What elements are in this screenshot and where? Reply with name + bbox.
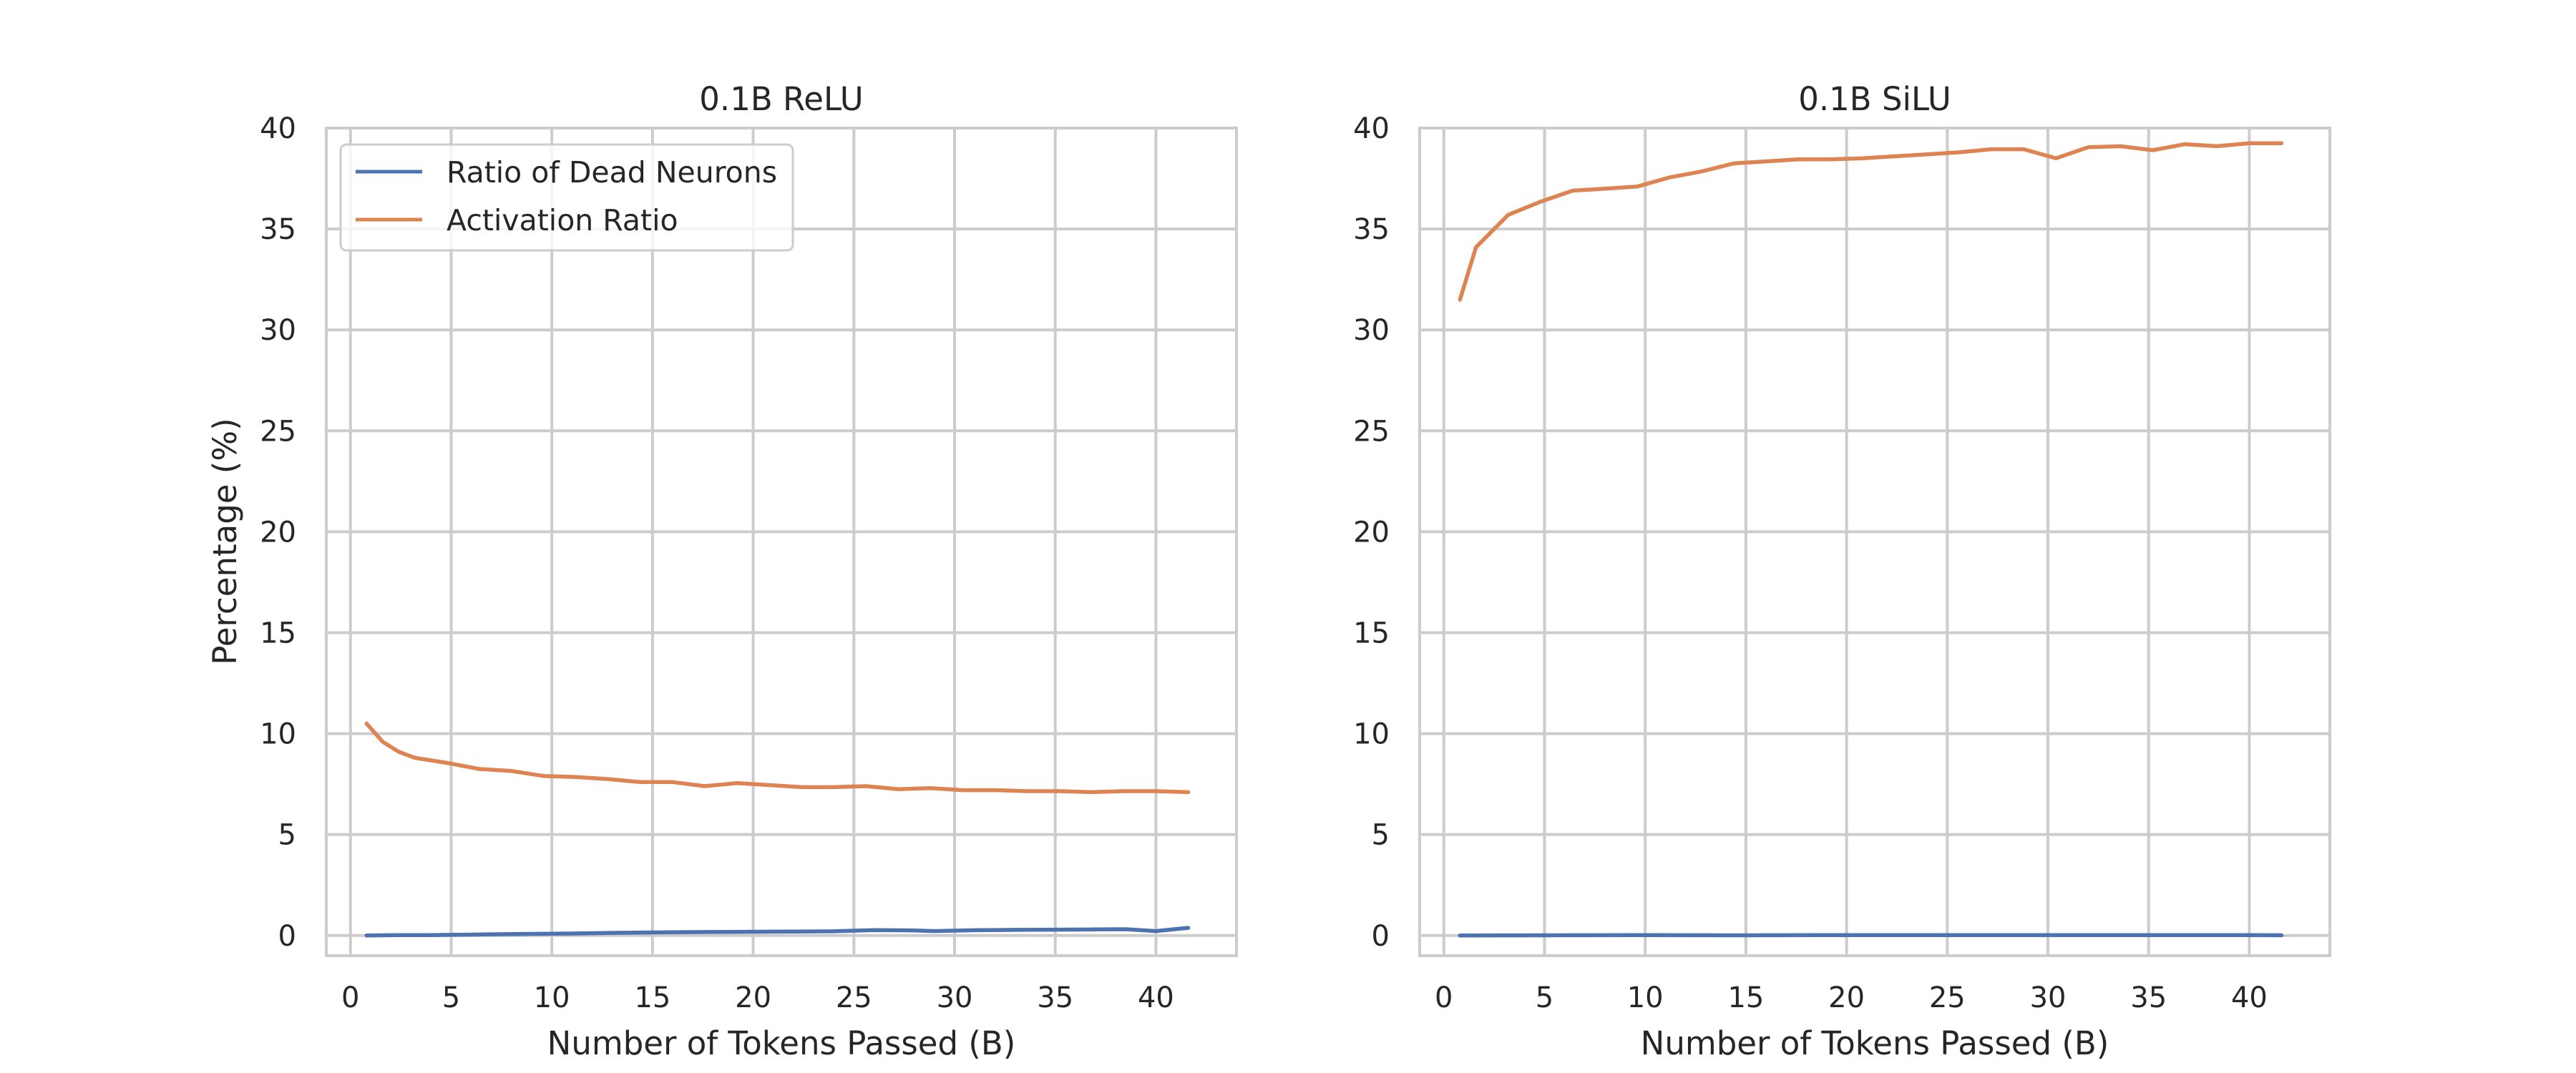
panel-relu-x-tick-label: 40: [1138, 981, 1174, 1014]
panel-silu-yticks: 0 5 10 15 20 25 30 35 40: [1353, 112, 1390, 953]
panel-relu-series-ratio-of-dead-neurons: [364, 926, 1191, 938]
panel-relu-x-tick-label: 0: [341, 981, 359, 1014]
legend-label-activation-ratio: Activation Ratio: [447, 203, 678, 237]
panel-silu-x-tick-label: 5: [1536, 981, 1553, 1014]
panel-relu-y-tick-label: 35: [260, 213, 296, 246]
panel-silu-title: 0.1B SiLU: [1798, 80, 1951, 118]
panel-relu-title: 0.1B ReLU: [699, 80, 863, 118]
panel-relu-y-tick-label: 0: [278, 920, 296, 953]
panel-silu-y-tick-label: 20: [1353, 516, 1390, 549]
legend: Ratio of Dead Neurons Activation Ratio: [339, 143, 794, 252]
panel-silu-frame: [1418, 127, 2331, 957]
panel-relu-y-tick-label: 30: [260, 314, 296, 347]
panel-silu-y-tick-label: 15: [1353, 617, 1390, 650]
panel-relu-frame: [325, 127, 1238, 957]
panel-relu-x-tick-label: 30: [937, 981, 973, 1014]
panel-silu: 0 5 10 15 20 25 30 35 40 0 5 10 15 20 25 30 35 40 0.1B S…: [1353, 80, 2331, 1062]
panel-relu-series-activation-ratio: [364, 721, 1191, 795]
panel-relu-y-tick-label: 20: [260, 516, 296, 549]
panel-silu-x-tick-label: 25: [1929, 981, 1966, 1014]
panel-silu-x-axis-label: Number of Tokens Passed (B): [1641, 1024, 2109, 1062]
panel-relu-x-axis-label: Number of Tokens Passed (B): [547, 1024, 1016, 1062]
panel-silu-xticks: 0 5 10 15 20 25 30 35 40: [1435, 981, 2268, 1014]
panel-silu-y-tick-label: 35: [1353, 213, 1390, 246]
panel-relu-series: [364, 721, 1191, 938]
panel-silu-y-tick-label: 5: [1372, 819, 1390, 852]
panel-silu-x-tick-label: 40: [2231, 981, 2268, 1014]
panel-silu-y-tick-label: 30: [1353, 314, 1390, 347]
panel-silu-x-tick-label: 0: [1435, 981, 1453, 1014]
panel-relu-y-axis-label: Percentage (%): [206, 418, 244, 665]
panel-relu: 0 5 10 15 20 25 30 35 40 0 5 10 15 20 25 30 35 40 0.1B R…: [206, 80, 1238, 1062]
panel-relu-x-tick-label: 5: [442, 981, 460, 1014]
panel-silu-series: [1458, 141, 2284, 938]
panel-silu-x-tick-label: 10: [1627, 981, 1664, 1014]
panel-relu-x-tick-label: 10: [534, 981, 570, 1014]
panel-relu-y-tick-label: 5: [278, 819, 296, 852]
legend-box: [339, 143, 794, 252]
panel-silu-x-tick-label: 35: [2130, 981, 2167, 1014]
panel-relu-xticks: 0 5 10 15 20 25 30 35 40: [341, 981, 1174, 1014]
panel-relu-x-tick-label: 25: [836, 981, 872, 1014]
panel-silu-y-tick-label: 40: [1353, 112, 1390, 145]
panel-relu-x-tick-label: 20: [735, 981, 771, 1014]
panel-silu-grid: [1420, 127, 2330, 956]
panel-silu-y-tick-label: 0: [1372, 920, 1390, 953]
panel-relu-y-tick-label: 25: [260, 415, 296, 448]
panel-relu-y-tick-label: 40: [260, 112, 296, 145]
panel-silu-x-tick-label: 20: [1828, 981, 1865, 1014]
panel-silu-series-ratio-of-dead-neurons: [1458, 933, 2284, 938]
panel-silu-y-tick-label: 25: [1353, 415, 1390, 448]
panel-relu-yticks: 0 5 10 15 20 25 30 35 40: [260, 112, 296, 953]
panel-silu-y-tick-label: 10: [1353, 718, 1390, 751]
panel-silu-x-tick-label: 30: [2030, 981, 2067, 1014]
panel-relu-x-tick-label: 15: [634, 981, 670, 1014]
legend-label-dead-neurons: Ratio of Dead Neurons: [447, 155, 777, 190]
panel-relu-y-tick-label: 10: [260, 718, 296, 751]
panel-relu-y-tick-label: 15: [260, 617, 296, 650]
panel-relu-x-tick-label: 35: [1037, 981, 1073, 1014]
panel-silu-x-tick-label: 15: [1727, 981, 1764, 1014]
panel-silu-series-activation-ratio: [1458, 141, 2284, 302]
